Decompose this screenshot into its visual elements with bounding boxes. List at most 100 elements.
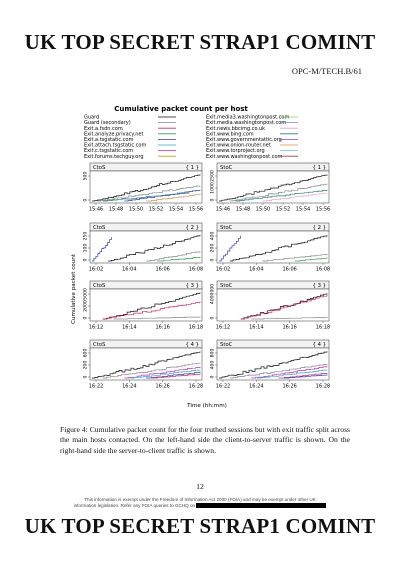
x-axis-label: Time (hh:mm) xyxy=(186,403,227,409)
panel-session-label: { 3 } xyxy=(186,283,199,289)
x-tick-label: 16:04 xyxy=(249,267,263,273)
y-tick-label: 400 xyxy=(210,232,216,241)
classification-banner-top: UK TOP SECRET STRAP1 COMINT xyxy=(24,30,376,54)
series-line xyxy=(92,237,112,262)
y-tick-label: 2500 xyxy=(210,170,216,182)
panel-side-label: CtoS xyxy=(93,165,106,171)
series-line xyxy=(219,174,328,202)
x-tick-label: 16:22 xyxy=(89,384,103,390)
panel-side-label: StoC xyxy=(220,165,233,171)
x-tick-label: 16:28 xyxy=(189,384,203,390)
legend-label-right: Exit.media.washingtonpost.com xyxy=(206,120,286,126)
x-tick-label: 15:54 xyxy=(296,207,310,213)
panel-session-label: { 4 } xyxy=(186,342,199,348)
x-tick-label: 16:24 xyxy=(249,384,263,390)
panel-side-label: StoC xyxy=(220,225,233,231)
x-tick-label: 16:04 xyxy=(122,267,136,273)
legend-label-left: Exit.attach.tsgstatic.com xyxy=(84,143,146,149)
y-tick-label: 0 xyxy=(83,316,89,319)
legend-label-left: Exit.a.tsgstatic.com xyxy=(84,137,134,143)
x-tick-label: 16:16 xyxy=(155,325,169,331)
panel-side-label: StoC xyxy=(220,283,233,289)
y-tick-label: 250 xyxy=(83,232,89,241)
page-number: 12 xyxy=(196,482,204,491)
series-line xyxy=(113,316,201,320)
x-tick-label: 15:46 xyxy=(89,207,103,213)
panel-plot-area xyxy=(216,288,330,322)
y-tick-label: 4000000 xyxy=(210,284,216,305)
classification-banner-bottom: UK TOP SECRET STRAP1 COMINT xyxy=(24,514,376,538)
y-tick-label: 0 xyxy=(83,375,89,378)
legend-label-right: Exit.www.onion-router.net xyxy=(206,143,271,149)
panel-session-label: { 2 } xyxy=(186,225,199,231)
panel-side-label: CtoS xyxy=(93,225,106,231)
series-line xyxy=(92,174,201,202)
y-tick-label: 0 xyxy=(83,198,89,201)
series-line xyxy=(219,351,328,379)
x-tick-label: 16:06 xyxy=(282,267,296,273)
panel-session-label: { 1 } xyxy=(313,165,326,171)
legend-label-right: Exit.media3.washingtonpost.com xyxy=(206,115,289,121)
panel-session-label: { 2 } xyxy=(313,225,326,231)
panel-session-label: { 4 } xyxy=(313,342,326,348)
x-tick-label: 16:24 xyxy=(122,384,136,390)
x-tick-label: 15:46 xyxy=(216,207,230,213)
x-tick-label: 15:50 xyxy=(256,207,270,213)
series-line xyxy=(151,373,201,379)
x-tick-label: 15:54 xyxy=(169,207,183,213)
y-tick-label: 0 xyxy=(210,258,216,261)
redaction-bar xyxy=(196,503,327,509)
y-tick-label: 2000 xyxy=(83,300,89,312)
series-line xyxy=(262,192,328,202)
y-tick-label: 0 xyxy=(83,258,89,261)
series-line xyxy=(229,183,328,202)
x-tick-label: 15:56 xyxy=(316,207,330,213)
panel-session-label: { 3 } xyxy=(313,283,326,289)
panel-session-label: { 1 } xyxy=(186,165,199,171)
series-line xyxy=(97,185,201,202)
foi-notice-line2: information legislation. Refer any FOIA … xyxy=(73,503,196,509)
series-line xyxy=(229,235,328,262)
legend-label-left: Guard (secondary) xyxy=(84,120,131,126)
x-tick-label: 16:26 xyxy=(155,384,169,390)
series-line xyxy=(92,351,201,379)
y-tick-label: 800 xyxy=(210,349,216,358)
y-tick-label: 100 xyxy=(83,244,89,253)
series-line xyxy=(102,301,201,320)
panel-side-label: CtoS xyxy=(93,283,106,289)
panel-plot-area xyxy=(89,170,203,204)
series-line xyxy=(294,257,328,262)
y-tick-label: 0 xyxy=(210,316,216,319)
series-line xyxy=(219,235,241,262)
x-tick-label: 16:08 xyxy=(189,267,203,273)
y-tick-label: 200 xyxy=(210,244,216,253)
y-tick-label: 400 xyxy=(210,361,216,370)
series-line xyxy=(240,294,328,320)
x-tick-label: 16:02 xyxy=(216,267,230,273)
x-tick-label: 15:48 xyxy=(109,207,123,213)
legend-label-left: Exit.c.tsgstatic.com xyxy=(84,148,133,154)
x-tick-label: 15:50 xyxy=(129,207,143,213)
series-line xyxy=(146,371,201,379)
x-tick-label: 16:12 xyxy=(89,325,103,331)
x-tick-label: 15:48 xyxy=(236,207,250,213)
legend-label-left: Exit.analyze.privacy.net xyxy=(84,131,143,137)
legend-label-right: Exit.www.torproject.org xyxy=(206,148,265,154)
legend-label-right: Exit.www.bing.com xyxy=(206,131,254,137)
y-tick-label: 0 xyxy=(210,198,216,201)
chart-title: Cumulative packet count per host xyxy=(114,105,248,113)
series-line xyxy=(229,364,328,379)
legend-label-right: Exit.www.governmentattic.org xyxy=(206,137,282,143)
legend-label-right: Exit.news.bbcimg.co.uk xyxy=(206,126,265,132)
series-line xyxy=(156,256,201,262)
series-line xyxy=(146,251,201,262)
series-line xyxy=(102,192,190,202)
y-tick-label: 1000 xyxy=(210,182,216,194)
panel-side-label: CtoS xyxy=(93,342,106,348)
series-line xyxy=(124,366,201,379)
document-reference: OPC-M/TECH.B/61 xyxy=(291,66,362,76)
legend-label-right: Exit.www.washingtonpost.com xyxy=(206,154,282,160)
series-line xyxy=(235,189,328,202)
series-line xyxy=(262,254,328,262)
figure-caption: Figure 4: Cumulative packet count for th… xyxy=(60,425,350,455)
